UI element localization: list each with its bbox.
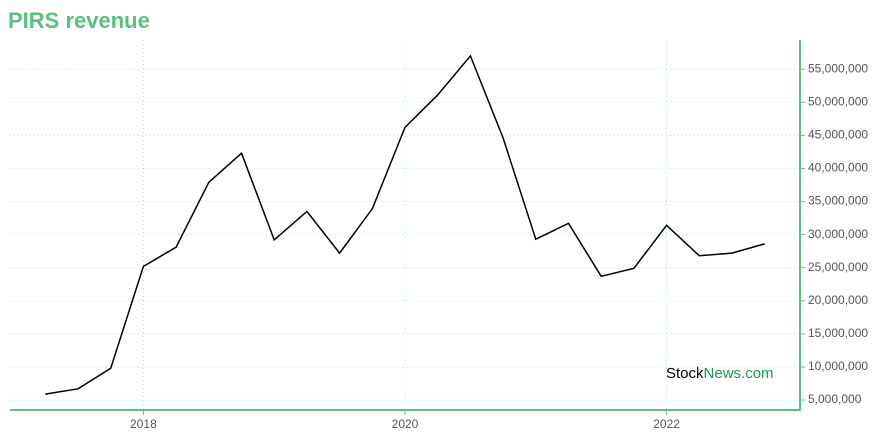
watermark-suffix: News.com — [704, 365, 774, 382]
y-tick-label: 40,000,000 — [808, 161, 868, 175]
y-tick-label: 50,000,000 — [808, 94, 868, 108]
watermark-brand: Stock — [666, 365, 704, 382]
x-tick-label: 2018 — [130, 417, 157, 431]
watermark: StockNews.com — [666, 365, 774, 382]
y-tick-label: 20,000,000 — [808, 293, 868, 307]
y-tick-label: 30,000,000 — [808, 227, 868, 241]
y-tick-label: 25,000,000 — [808, 260, 868, 274]
chart-title: PIRS revenue — [8, 8, 150, 33]
y-tick-label: 55,000,000 — [808, 61, 868, 75]
revenue-line — [45, 54, 765, 395]
x-tick-label: 2020 — [392, 417, 419, 431]
y-tick-label: 35,000,000 — [808, 194, 868, 208]
y-tick-label: 15,000,000 — [808, 326, 868, 340]
y-tick-label: 45,000,000 — [808, 127, 868, 141]
y-tick-label: 10,000,000 — [808, 359, 868, 373]
y-tick-label: 5,000,000 — [808, 392, 862, 406]
x-tick-label: 2022 — [653, 417, 680, 431]
